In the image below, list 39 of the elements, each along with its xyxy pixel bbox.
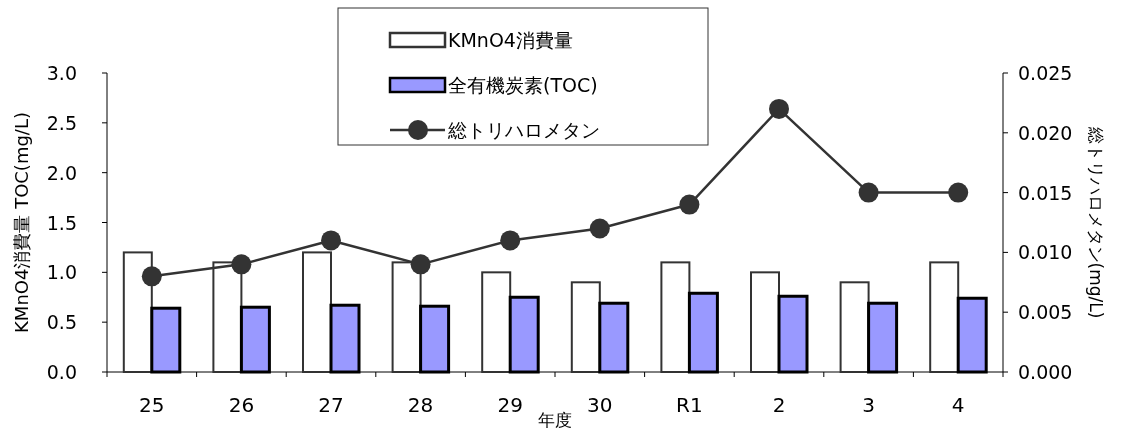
y2-axis-title: 総トリハロメタン(mg/L) <box>1086 125 1106 319</box>
point <box>321 230 341 251</box>
point <box>141 266 162 287</box>
x-tick-label: 25 <box>139 393 165 417</box>
y-tick-label: 2.5 <box>46 111 77 134</box>
x-tick-label: 29 <box>497 393 523 417</box>
x-tick-label: 3 <box>862 393 875 417</box>
y2-tick-label: 0.020 <box>1018 121 1073 144</box>
legend-label: 全有機炭素(TOC) <box>448 74 598 96</box>
x-tick-label: 28 <box>407 393 434 417</box>
point <box>410 254 431 275</box>
point <box>948 182 969 203</box>
point <box>231 254 252 275</box>
x-axis-title: 年度 <box>538 410 572 430</box>
y-tick-label: 0.5 <box>46 311 77 334</box>
y2-tick-label: 0.015 <box>1018 181 1073 204</box>
x-tick-label: 2 <box>772 393 786 417</box>
y2-tick-label: 0.025 <box>1018 62 1073 84</box>
y-tick-label: 3.0 <box>46 62 77 84</box>
y-axis-title: KMnO4消費量 TOC(mg/L) <box>11 112 32 333</box>
point <box>500 230 521 251</box>
x-tick-label: 27 <box>318 393 344 417</box>
x-tick-label: 26 <box>228 393 255 417</box>
y-tick-label: 1.5 <box>46 211 77 234</box>
y-tick-label: 0.0 <box>46 361 77 383</box>
point <box>589 218 610 239</box>
point <box>679 194 700 215</box>
y2-tick-label: 0.000 <box>1018 361 1073 383</box>
point <box>769 98 789 119</box>
x-tick-label: 30 <box>587 393 613 417</box>
y-tick-label: 1.0 <box>46 261 77 284</box>
y2-tick-label: 0.010 <box>1018 241 1073 264</box>
y-tick-label: 2.0 <box>46 161 77 184</box>
legend-label: KMnO4消費量 <box>448 29 573 51</box>
legend-label: 総トリハロメタン <box>447 119 600 141</box>
point <box>858 182 879 203</box>
x-tick-label: R1 <box>676 393 703 417</box>
x-tick-label: 4 <box>951 393 965 417</box>
y2-tick-label: 0.005 <box>1018 301 1073 324</box>
